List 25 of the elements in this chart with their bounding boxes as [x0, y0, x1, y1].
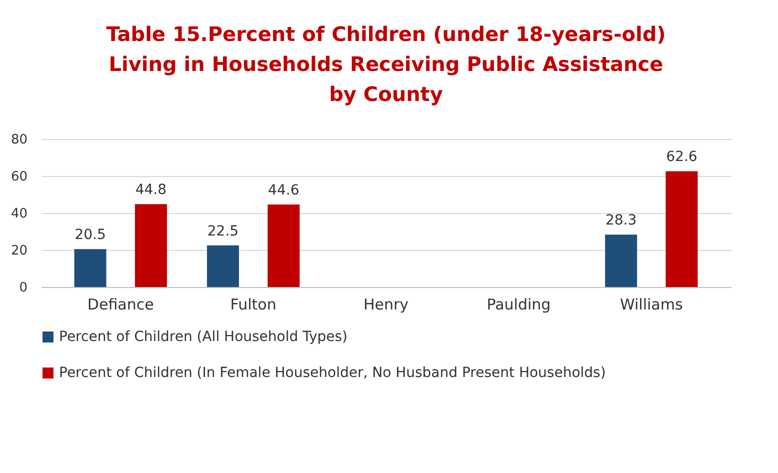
x-tick-label: Williams	[620, 296, 683, 314]
data-label: 44.8	[135, 182, 167, 198]
y-tick-label: 0	[19, 280, 28, 296]
y-tick-label: 80	[10, 132, 28, 148]
y-tick-label: 60	[10, 170, 28, 184]
x-tick-label: Fulton	[230, 296, 276, 314]
data-label: 20.5	[74, 227, 106, 244]
x-tick-label: Paulding	[486, 296, 551, 314]
data-label: 22.5	[207, 223, 239, 240]
x-tick-label: Henry	[363, 296, 409, 314]
bar	[605, 234, 638, 287]
bar	[268, 204, 300, 287]
data-label: 28.3	[605, 212, 637, 229]
data-label: 62.6	[666, 149, 698, 166]
data-label: 44.6	[268, 182, 300, 198]
legend-label: Percent of Children (In Female Householder, No Husband Present Households)	[59, 365, 606, 381]
bar	[206, 245, 239, 287]
bar	[74, 249, 106, 287]
chart-title: Table 15.Percent of Children (under 18-years-old) Living in Households Receiving Public Assistance by County	[106, 22, 666, 106]
bar	[134, 204, 167, 287]
y-tick-label: 40	[10, 206, 28, 222]
y-tick-label: 20	[10, 244, 28, 258]
bar	[666, 171, 698, 287]
x-tick-label: Defiance	[87, 296, 154, 314]
legend-label: Percent of Children (All Household Types)	[59, 329, 348, 345]
